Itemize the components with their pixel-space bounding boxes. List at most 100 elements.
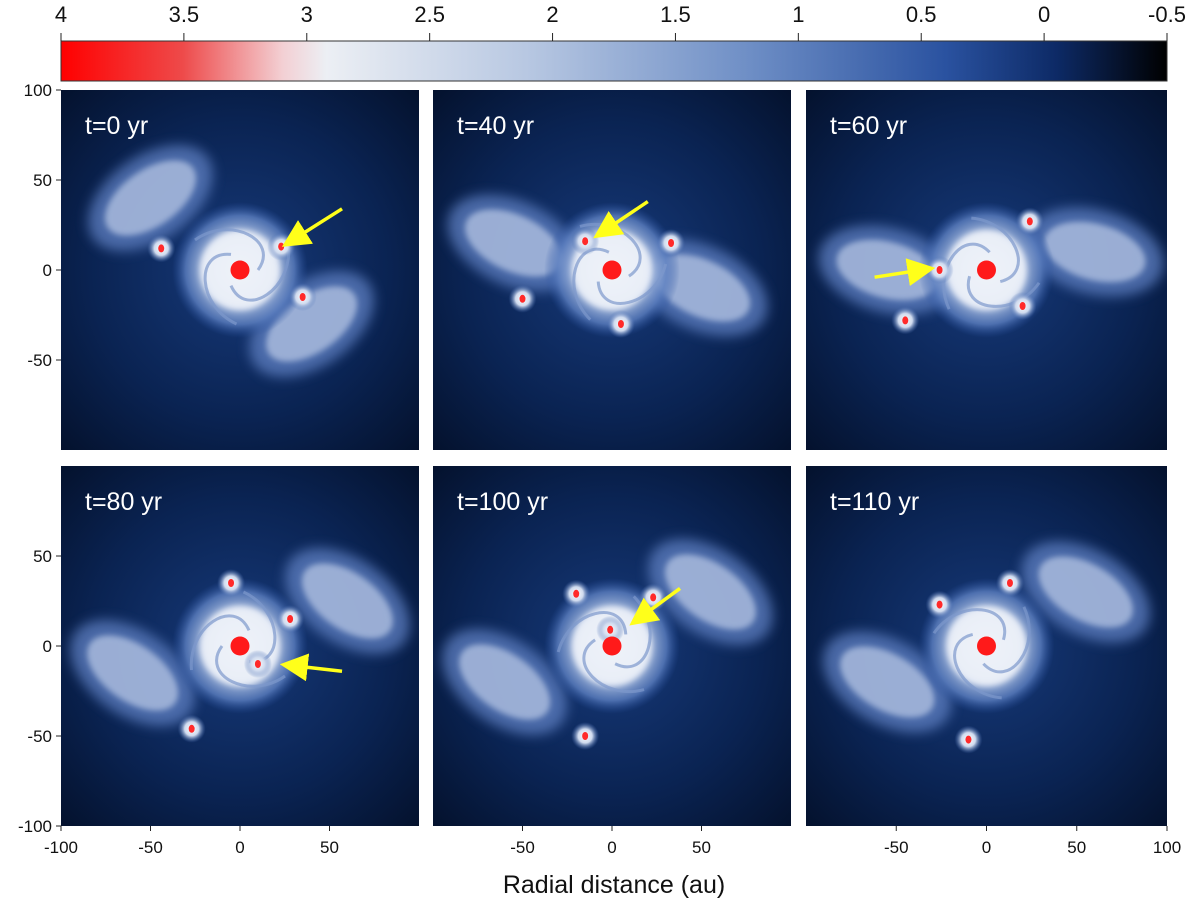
central-star [602, 260, 622, 280]
spiral-stroke [203, 252, 238, 326]
panel: t=100 yr [433, 466, 791, 826]
disc-structure [823, 541, 1150, 754]
fragment-core [573, 589, 580, 598]
colorbar-bar [60, 40, 1168, 82]
spiral-stroke [556, 611, 628, 653]
disc-structure [818, 202, 1164, 338]
spiral-stroke [966, 275, 1041, 308]
spiral-arm-core [87, 635, 179, 711]
time-label: t=100 yr [457, 488, 548, 516]
x-tick-label: 0 [235, 838, 244, 857]
spiral-stroke [194, 228, 265, 271]
colorbar-tick-label: 2.5 [414, 2, 445, 27]
time-label: t=110 yr [830, 488, 919, 516]
disc-structure [88, 145, 374, 377]
x-tick-label: -50 [884, 838, 909, 857]
colorbar-tick-label: 0.5 [906, 2, 937, 27]
yellow-arrow [279, 653, 343, 682]
y-tick-label: -50 [27, 727, 52, 746]
spiral-stroke [582, 638, 645, 693]
colorbar-ticks: 4 3.5 3 2.5 2 1.5 1 0.5 0 -0.5 [55, 2, 1186, 41]
disc-structure [447, 194, 768, 338]
spiral-stroke [215, 645, 286, 688]
central-star [230, 636, 250, 656]
colorbar-tick-label: 3.5 [169, 2, 200, 27]
panel: t=80 yr [61, 466, 419, 826]
spiral-arm-core [459, 644, 551, 720]
yellow-arrow [629, 586, 682, 626]
fragment-core [1026, 217, 1033, 226]
spiral-arm-core [1044, 221, 1146, 283]
panel: t=40 yr [433, 90, 791, 450]
spiral-stroke [982, 606, 1031, 674]
x-tick-label: 0 [607, 838, 616, 857]
fragment-core [228, 579, 235, 587]
fragment-core [299, 293, 306, 301]
y-tick-label: 50 [33, 171, 52, 190]
time-label: t=0 yr [85, 112, 148, 140]
y-tick-label: 50 [33, 547, 52, 566]
disc-structure [442, 539, 773, 750]
colorbar-tick-label: 3 [301, 2, 313, 27]
fragment-core [617, 320, 624, 328]
yellow-arrow [593, 200, 649, 239]
colorbar-tick-label: 1.5 [660, 2, 691, 27]
yellow-arrow [874, 258, 936, 286]
fragment-core [278, 242, 285, 251]
fragment-core [936, 266, 943, 274]
y-tick-label: 0 [43, 261, 52, 280]
fragment-core [582, 237, 589, 246]
spiral-stroke [596, 263, 668, 305]
panel-grid: t=0 yr t=40 yr t=60 yr t=80 yr t=100 yr t=110… [61, 90, 1167, 826]
spiral-arm-core [464, 209, 563, 277]
spiral-stroke [189, 614, 251, 671]
fragment-core [188, 724, 195, 733]
time-label: t=60 yr [830, 112, 907, 140]
x-tick-label: 50 [1067, 838, 1086, 857]
spiral-stroke [572, 247, 610, 321]
panel: t=0 yr [61, 90, 419, 450]
central-star [977, 636, 996, 656]
colorbar: 4 3.5 3 2.5 2 1.5 1 0.5 0 -0.5 [55, 2, 1186, 82]
x-axis-title: Radial distance (au) [503, 871, 725, 899]
spiral-stroke [953, 632, 1002, 700]
fragment-core [158, 244, 165, 253]
fragment-core [519, 294, 526, 303]
spiral-arm-core [840, 646, 935, 718]
colorbar-tick-label: 4 [55, 2, 67, 27]
spiral-stroke [229, 245, 291, 302]
fragment-core [287, 615, 294, 623]
panel: t=60 yr [806, 90, 1167, 450]
spiral-arm-core [664, 554, 756, 630]
fragment-core [1019, 302, 1026, 310]
fragment-core [965, 735, 972, 744]
disc-structure [70, 548, 410, 743]
central-star [230, 260, 250, 280]
y-tick-label: -100 [18, 817, 52, 836]
colorbar-tick-label: 1 [792, 2, 804, 27]
spiral-stroke [942, 242, 991, 310]
x-tick-label: 50 [692, 838, 711, 857]
x-tick-label: -50 [510, 838, 535, 857]
colorbar-tick-label: 2 [546, 2, 558, 27]
panel: t=110 yr [806, 466, 1167, 826]
spiral-arm-core [1038, 556, 1133, 628]
time-label: t=40 yr [457, 112, 534, 140]
spiral-arm-core [104, 160, 197, 236]
x-tick-label: -100 [44, 838, 78, 857]
spiral-stroke [932, 608, 1007, 641]
spiral-stroke [971, 216, 1020, 284]
x-tick-label: 0 [982, 838, 991, 857]
fragment-core [254, 660, 261, 668]
central-star [977, 260, 996, 280]
fragment-core [902, 316, 909, 325]
fragment-core [1006, 579, 1013, 587]
axes: 100 50 0 -50 50 0 -50 -100 -100 -50 0 50 -50 0 50 -50 0 5… [18, 81, 1181, 857]
fragment-core [668, 239, 675, 247]
y-tick-label: 100 [24, 81, 52, 100]
spiral-arm-core [266, 286, 358, 362]
fragment-core [582, 732, 589, 740]
x-tick-label: 50 [320, 838, 339, 857]
yellow-arrow [281, 207, 343, 247]
